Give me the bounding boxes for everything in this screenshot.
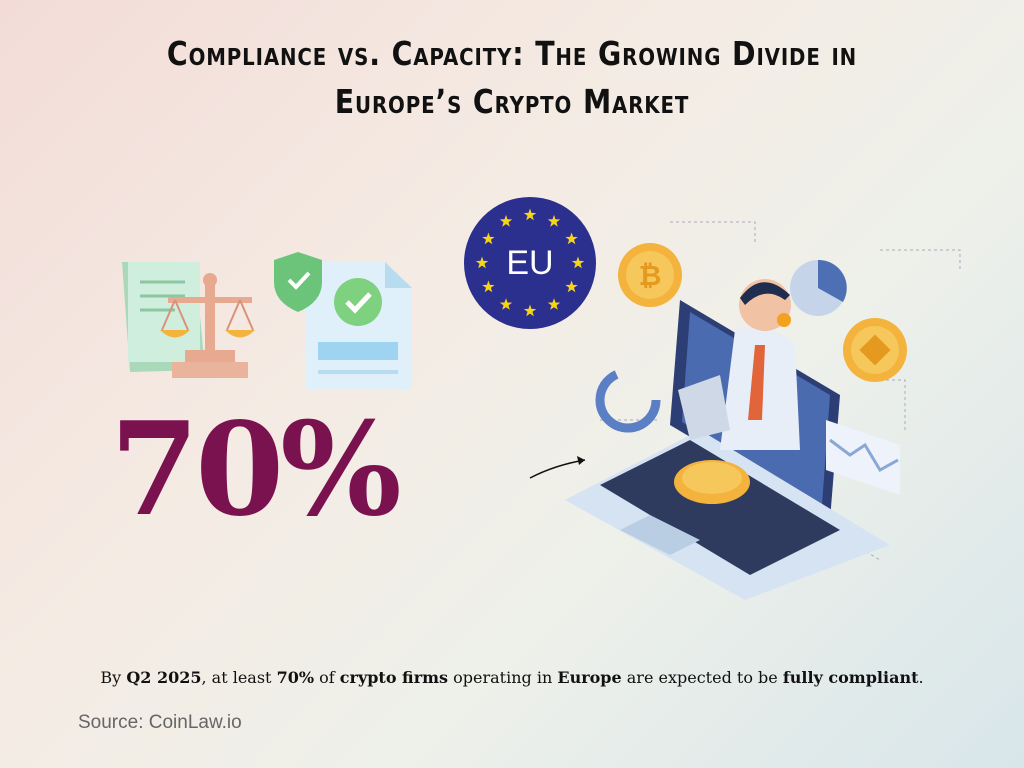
- compliance-icon: [274, 252, 412, 390]
- eu-star: [475, 256, 489, 269]
- caption-segment: , at least: [201, 668, 277, 687]
- eu-star: [565, 232, 578, 245]
- title-line: Europe’s Crypto Market: [334, 82, 690, 121]
- caption-segment: of: [314, 668, 340, 687]
- eu-star: [547, 298, 561, 310]
- eu-star: [523, 304, 537, 317]
- eu-star: [482, 280, 495, 293]
- eu-star: [523, 208, 537, 221]
- title-line: Compliance vs. Capacity: The Growing Div…: [166, 34, 858, 73]
- caption-segment: are expected to be: [621, 668, 783, 687]
- laptop-illustration: ₿: [529, 221, 961, 600]
- caption: By Q2 2025, at least 70% of crypto firms…: [0, 668, 1024, 687]
- eu-badge: EU: [464, 197, 596, 329]
- eu-star: [571, 256, 585, 269]
- caption-segment: fully compliant: [782, 668, 919, 687]
- eu-star: [482, 232, 495, 245]
- caption-segment: operating in: [448, 668, 558, 687]
- source: Source: CoinLaw.io: [78, 712, 242, 733]
- coin-symbol: ₿: [639, 259, 662, 292]
- caption-segment: 70%: [276, 668, 315, 687]
- title: Compliance vs. Capacity: The Growing Div…: [72, 30, 953, 126]
- caption-segment: Q2 2025: [126, 668, 202, 687]
- headline-stat: 70%: [110, 395, 402, 545]
- caption-segment: By: [100, 668, 127, 687]
- caption-segment: Europe: [557, 668, 622, 687]
- eu-star: [565, 280, 578, 293]
- scales-icon: [122, 262, 255, 378]
- eu-star: [499, 214, 513, 227]
- badge-label: EU: [506, 244, 553, 282]
- eu-star: [499, 298, 513, 310]
- eu-star: [547, 214, 561, 227]
- caption-segment: crypto firms: [339, 668, 449, 687]
- caption-segment: .: [918, 668, 924, 687]
